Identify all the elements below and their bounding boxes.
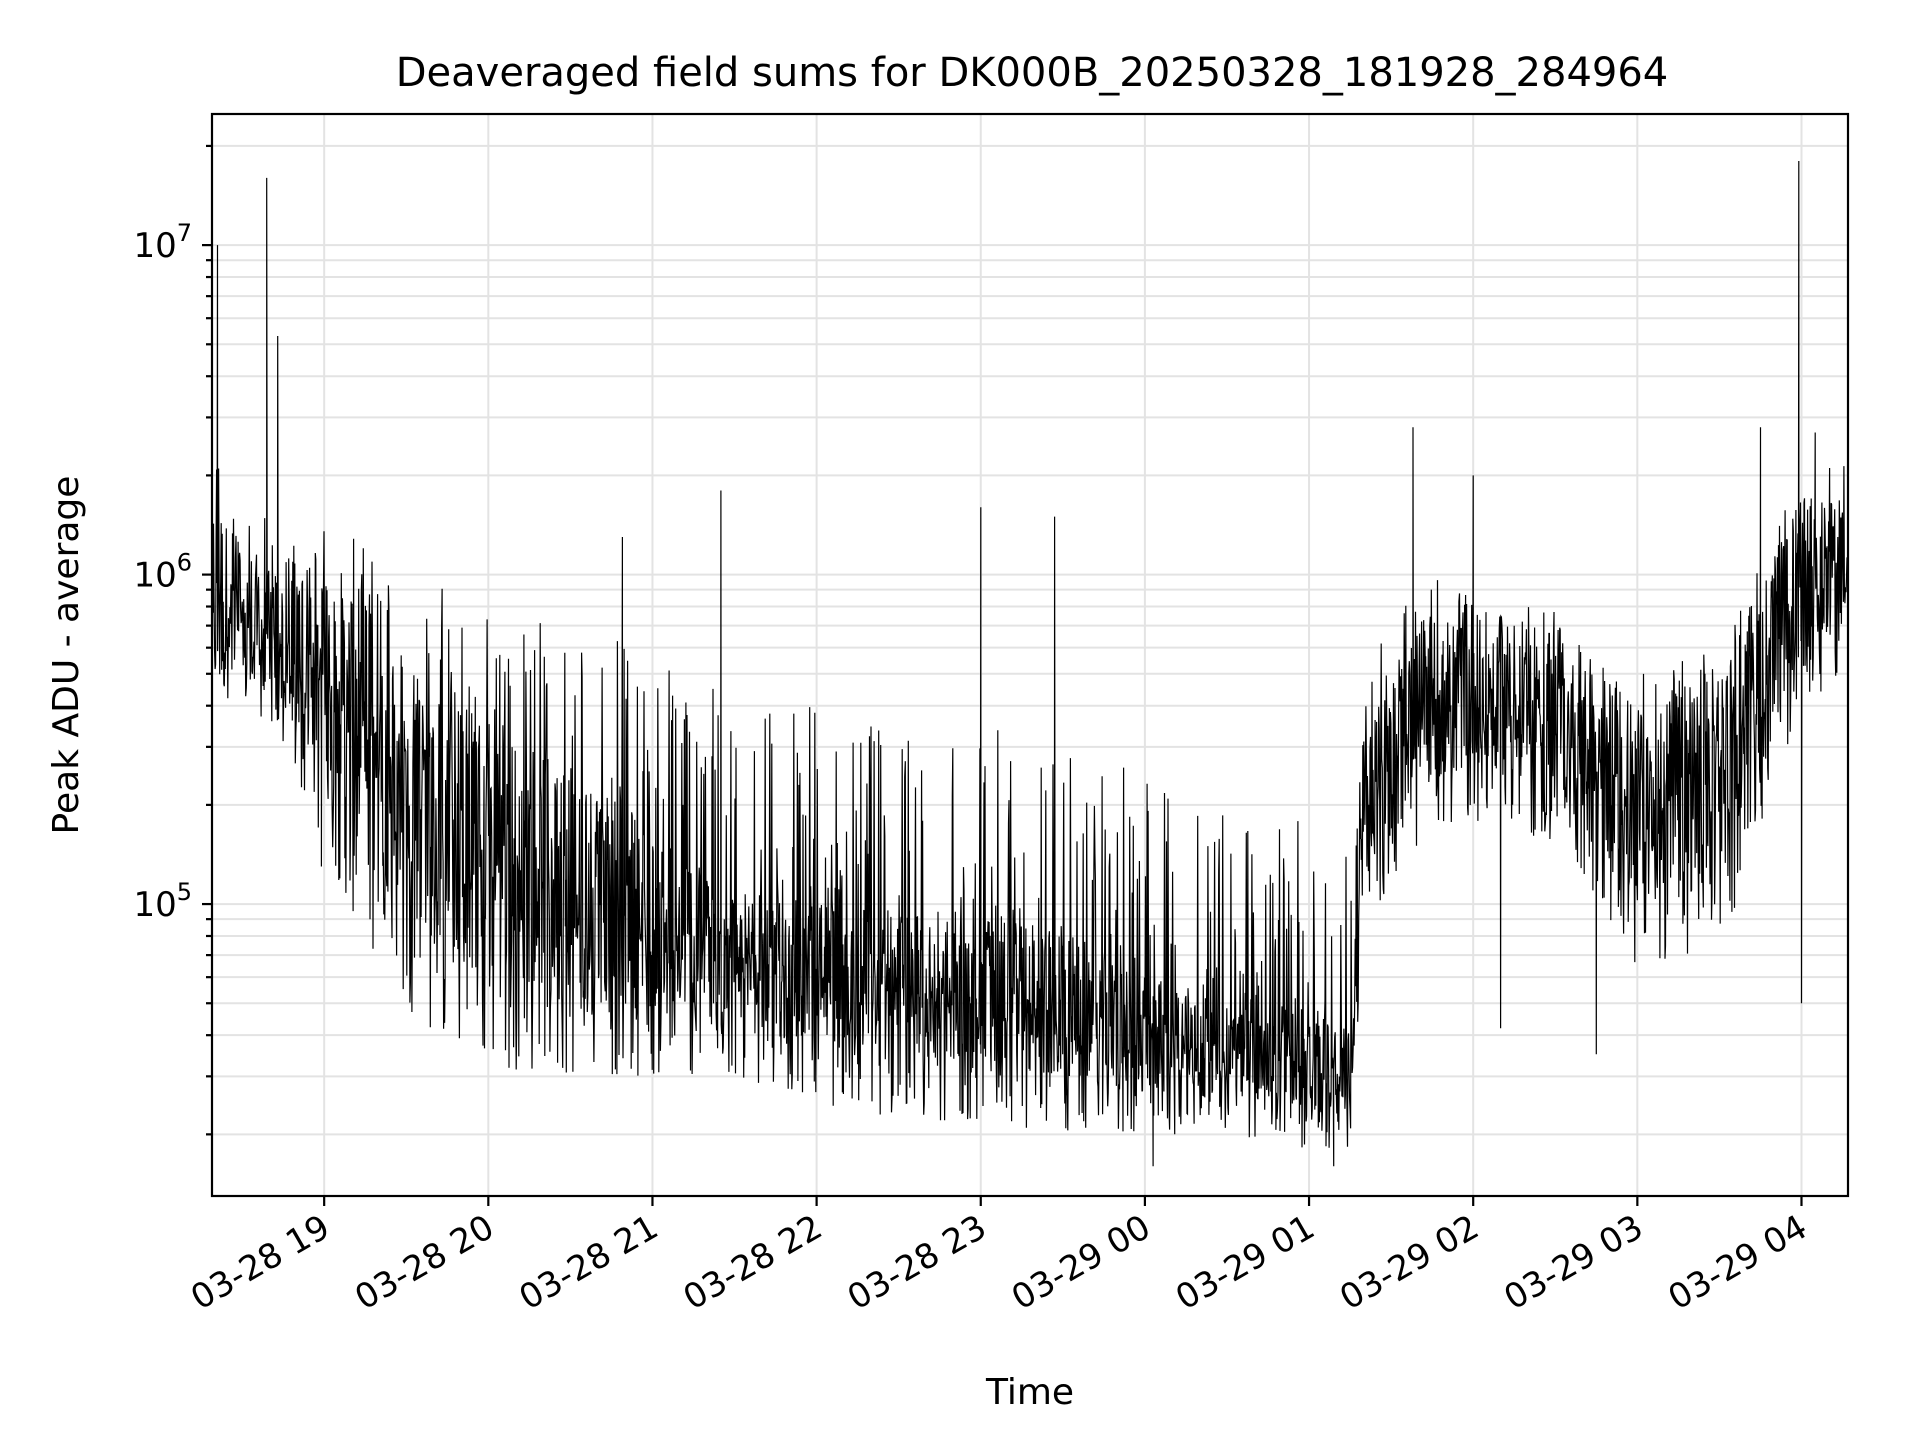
x-tick-label: 03-28 22 (677, 1207, 829, 1318)
x-tick-label: 03-29 03 (1497, 1207, 1649, 1318)
x-tick-label: 03-28 21 (513, 1207, 665, 1318)
y-axis-label: Peak ADU - average (46, 476, 87, 835)
y-tick-label: 105 (133, 878, 192, 925)
x-tick-label: 03-29 00 (1005, 1207, 1157, 1318)
plot-frame (210, 112, 1850, 1198)
chart-title: Deaveraged field sums for DK000B_2025032… (396, 50, 1669, 96)
series-line (211, 160, 1849, 1167)
x-axis-label: Time (985, 1372, 1074, 1413)
x-tick-label: 03-28 23 (841, 1207, 993, 1318)
x-tick-label: 03-29 01 (1169, 1207, 1321, 1318)
x-tick-label: 03-29 02 (1333, 1207, 1485, 1318)
x-axis: 03-28 19 03-28 20 03-28 21 03-28 22 03-28 23… (184, 1196, 1814, 1318)
x-tick-label: 03-28 20 (348, 1207, 500, 1318)
x-tick-label: 03-29 04 (1662, 1207, 1814, 1318)
y-tick-label: 107 (133, 219, 192, 266)
y-tick-label: 106 (133, 549, 192, 596)
y-axis: 105 106 107 (133, 144, 212, 1136)
x-tick-label: 03-28 19 (184, 1207, 336, 1318)
plot-area (211, 160, 1849, 1167)
